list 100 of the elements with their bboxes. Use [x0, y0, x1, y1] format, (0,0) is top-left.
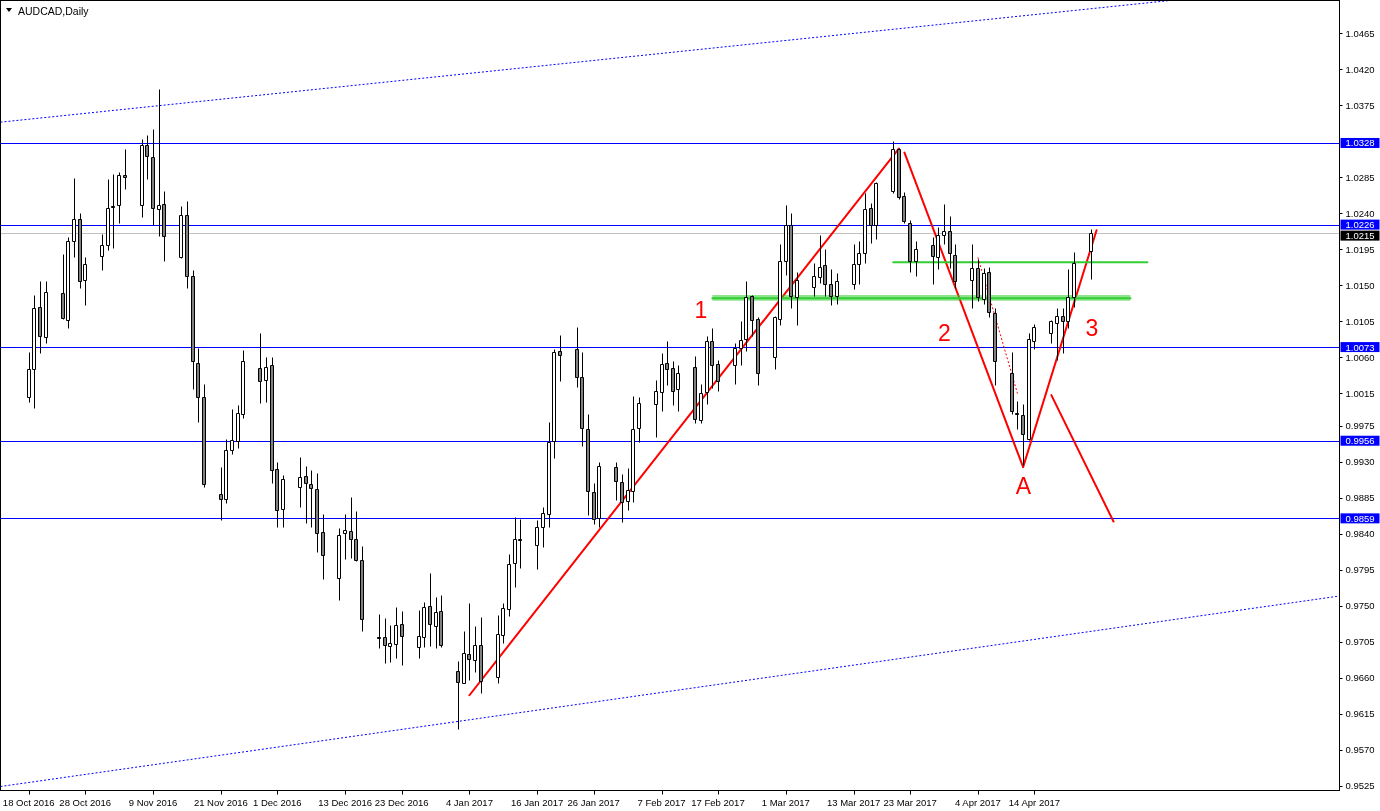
candlestick	[111, 174, 115, 249]
candlestick	[191, 270, 195, 390]
x-tick-label: 23 Mar 2017	[883, 797, 937, 808]
y-tick-label: 0.9885	[1345, 492, 1375, 504]
candlestick	[196, 348, 200, 423]
candlestick	[552, 349, 556, 459]
candlestick	[948, 216, 952, 269]
candlestick	[337, 528, 341, 601]
candlestick	[360, 546, 364, 632]
candlestick	[309, 470, 313, 528]
candlestick	[953, 244, 957, 289]
candlestick	[1015, 401, 1019, 430]
candlestick	[1072, 252, 1076, 308]
candlestick	[993, 308, 997, 386]
y-tick-label: 0.9840	[1345, 528, 1375, 540]
y-tick-label: 0.9705	[1345, 636, 1375, 648]
y-tick-label: 1.0015	[1345, 388, 1375, 399]
candlestick	[428, 573, 432, 647]
candlestick	[976, 259, 980, 302]
candlestick	[44, 281, 48, 344]
candlestick	[829, 269, 833, 306]
ref-line-label: 1.0073	[1345, 341, 1375, 353]
ref-line-label: 1.0328	[1345, 137, 1375, 149]
candlestick	[1089, 229, 1093, 280]
candlestick	[970, 244, 974, 309]
candlestick	[507, 554, 511, 617]
y-tick-label: 0.9615	[1345, 708, 1375, 720]
candlestick	[541, 507, 545, 548]
candlestick	[654, 380, 658, 438]
y-tick-label: 0.9975	[1345, 420, 1375, 432]
candlestick	[106, 179, 110, 251]
candlestick	[321, 514, 325, 580]
annotation: 1	[694, 297, 708, 324]
candlestick	[456, 661, 460, 730]
candlestick	[535, 520, 539, 570]
y-tick-label: 1.0465	[1345, 27, 1375, 39]
candlestick	[117, 172, 121, 224]
candlestick	[914, 241, 918, 277]
candlestick	[281, 475, 285, 528]
candlestick	[38, 281, 42, 354]
candlestick	[908, 220, 912, 273]
candlestick	[733, 343, 737, 385]
candlestick	[479, 617, 483, 694]
x-tick-label: 18 Oct 2016	[2, 797, 55, 808]
candlestick	[179, 206, 183, 259]
x-tick-label: 4 Apr 2017	[954, 797, 1001, 808]
candlestick	[230, 409, 234, 455]
candlestick	[304, 466, 308, 524]
y-tick-label: 0.9930	[1345, 456, 1375, 468]
x-tick-label: 23 Dec 2016	[374, 797, 429, 808]
x-tick-label: 28 Oct 2016	[59, 797, 112, 808]
candlestick	[835, 273, 839, 305]
candlestick	[739, 321, 743, 366]
candlestick	[202, 384, 206, 488]
annotation: 2	[938, 320, 951, 347]
x-tick-label: 1 Mar 2017	[761, 797, 810, 808]
y-tick-label: 0.9660	[1345, 672, 1375, 684]
candlestick	[891, 141, 895, 194]
y-tick-label: 1.0105	[1345, 315, 1375, 327]
x-tick-label: 14 Apr 2017	[1008, 797, 1061, 808]
candlestick	[1055, 308, 1059, 361]
x-tick-label: 26 Jan 2017	[567, 797, 620, 808]
x-tick-label: 21 Nov 2016	[193, 797, 248, 808]
candlestick	[637, 397, 641, 443]
candlestick	[620, 474, 624, 523]
y-tick-label: 1.0150	[1345, 279, 1375, 291]
candlestick	[258, 333, 262, 404]
candlestick	[72, 178, 76, 258]
y-tick-label: 1.0375	[1345, 99, 1375, 111]
candlestick	[185, 201, 189, 289]
x-tick-label: 7 Feb 2017	[637, 797, 686, 808]
candlestick	[123, 149, 127, 190]
candlestick	[586, 414, 590, 516]
candlestick	[942, 204, 946, 245]
y-tick-label: 0.9525	[1345, 780, 1375, 792]
candlestick	[547, 422, 551, 528]
text: AUDCAD,Daily	[18, 5, 90, 17]
y-tick-label: 1.0240	[1345, 207, 1375, 219]
y-tick-label: 0.9750	[1345, 600, 1375, 612]
candlestick	[151, 129, 155, 226]
ref-line-label: 0.9859	[1345, 512, 1375, 524]
candlestick	[795, 272, 799, 326]
y-tick-label: 1.0285	[1345, 171, 1375, 183]
ref-line-label: 0.9956	[1345, 435, 1375, 447]
y-tick-label: 1.0195	[1345, 243, 1375, 255]
candlestick	[400, 611, 404, 666]
x-tick-label: 1 Dec 2016	[253, 797, 302, 808]
candlestick	[863, 193, 867, 264]
y-tick-label: 0.9570	[1345, 744, 1375, 756]
candlestick	[298, 457, 302, 508]
candlestick	[812, 263, 816, 297]
y-tick-label: 0.9795	[1345, 564, 1375, 576]
annotation: 3	[1085, 315, 1099, 342]
candlestick	[699, 384, 703, 424]
candlestick	[614, 462, 618, 501]
y-tick-label: 1.0060	[1345, 351, 1375, 363]
x-tick-label: 13 Mar 2017	[826, 797, 881, 808]
candlestick	[693, 356, 697, 424]
candlestick	[394, 607, 398, 659]
candlestick	[756, 317, 760, 386]
